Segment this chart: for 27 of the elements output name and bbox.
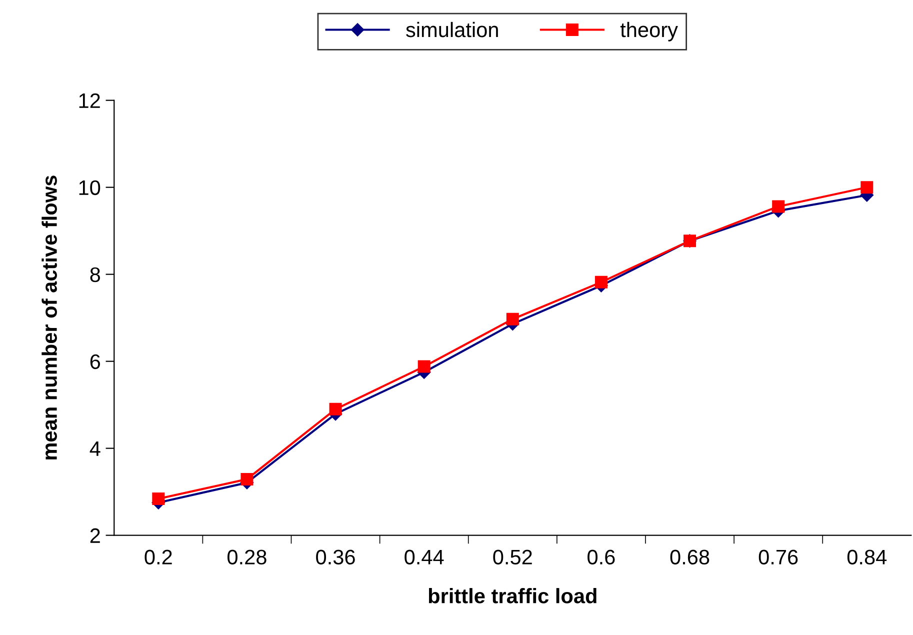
x-tick-label: 0.44	[404, 550, 444, 564]
y-tick-label: 8	[90, 267, 100, 282]
y-tick-label: 10	[79, 180, 100, 196]
point	[240, 472, 254, 486]
point	[418, 360, 430, 373]
y-tick-label: 4	[90, 442, 100, 456]
x-tick-label: 0.28	[228, 550, 266, 564]
point	[152, 492, 165, 506]
y-tick-label: 2	[90, 528, 100, 543]
x-tick-label: 0.36	[316, 550, 355, 564]
legend-label: simulation	[406, 22, 498, 38]
y-tick-label: 12	[79, 93, 100, 108]
x-tick-label: 0.84	[847, 550, 887, 564]
x-axis-title: brittle traffic load	[428, 588, 596, 604]
x-tick-label: 0.76	[758, 550, 798, 564]
point	[594, 276, 608, 288]
point	[329, 402, 342, 416]
point	[772, 200, 785, 213]
x-tick-label: 0.52	[493, 550, 532, 564]
point	[860, 181, 874, 194]
x-tick-label: 0.68	[670, 550, 710, 564]
y-axis-title: mean number of active flows	[42, 176, 57, 460]
legend-label: theory	[620, 22, 678, 42]
x-tick-label: 0.2	[144, 550, 172, 564]
y-tick-label: 6	[90, 354, 100, 370]
point	[506, 312, 519, 326]
x-tick-label: 0.6	[588, 550, 615, 564]
